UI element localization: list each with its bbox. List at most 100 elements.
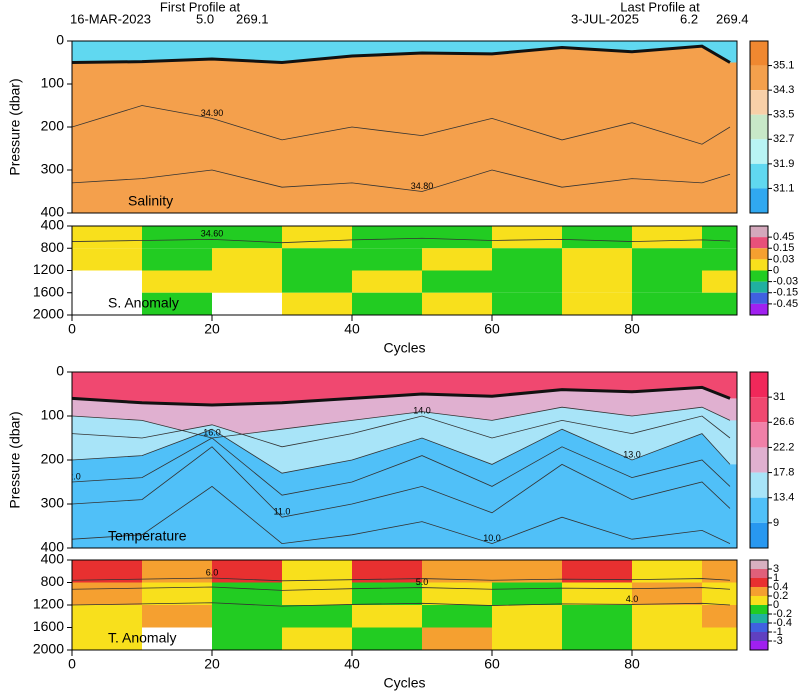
x-axis-label: Cycles bbox=[383, 340, 425, 356]
colorbar-segment bbox=[750, 188, 768, 213]
anomaly-cell bbox=[562, 627, 632, 650]
anomaly-cell bbox=[282, 605, 352, 628]
colorbar-segment bbox=[750, 632, 768, 641]
y-tick-label: 800 bbox=[41, 573, 65, 589]
anomaly-cell bbox=[142, 270, 212, 293]
anomaly-cell bbox=[212, 226, 282, 249]
anomaly-cell bbox=[702, 582, 737, 605]
y-tick-label: 200 bbox=[41, 118, 65, 134]
anomaly-cell bbox=[632, 582, 702, 605]
colorbar-label: 1 bbox=[773, 572, 779, 584]
plot-area: 34.90 34.80 bbox=[72, 41, 737, 213]
colorbar-segment bbox=[750, 560, 768, 569]
colorbar-segment bbox=[750, 623, 768, 632]
anomaly-cell bbox=[562, 560, 632, 583]
anomaly-cell bbox=[632, 627, 702, 650]
anomaly-cell bbox=[632, 248, 702, 271]
anomaly-cell bbox=[142, 248, 212, 271]
anomaly-cell bbox=[422, 248, 492, 271]
anomaly-cell bbox=[562, 582, 632, 605]
last-lon: 269.4 bbox=[716, 11, 749, 26]
anomaly-cell bbox=[562, 270, 632, 293]
first-date: 16-MAR-2023 bbox=[70, 11, 151, 26]
anomaly-cell bbox=[72, 605, 142, 628]
anomaly-cell bbox=[142, 560, 212, 583]
contour-fill bbox=[72, 486, 737, 548]
anomaly-cell bbox=[422, 270, 492, 293]
plot-area: 6.0 5.0 4.0 bbox=[72, 560, 737, 650]
colorbar-label: 31.9 bbox=[773, 158, 794, 170]
y-tick-label: 1200 bbox=[33, 261, 64, 277]
x-tick-label: 60 bbox=[484, 321, 500, 337]
y-tick-label: 2000 bbox=[33, 306, 64, 322]
contour-line bbox=[72, 485, 731, 545]
colorbar-label: -0.45 bbox=[773, 298, 798, 310]
y-tick-label: 1600 bbox=[33, 618, 64, 634]
colorbar-segment bbox=[750, 641, 768, 650]
anomaly-cell bbox=[422, 627, 492, 650]
anomaly-cell bbox=[72, 560, 142, 583]
anomaly-cell bbox=[282, 560, 352, 583]
contour-fill bbox=[72, 170, 737, 213]
contour-line bbox=[72, 237, 731, 244]
x-tick-label: 20 bbox=[204, 321, 220, 337]
panel-label: Temperature bbox=[108, 528, 187, 544]
colorbar-segment bbox=[750, 422, 768, 448]
anomaly-cell bbox=[282, 248, 352, 271]
colorbar-segment bbox=[750, 587, 768, 596]
contour-label: 10.0 bbox=[483, 533, 501, 543]
contour-label: 16.0 bbox=[203, 427, 221, 437]
x-tick-label: 20 bbox=[204, 656, 220, 672]
colorbar-segment bbox=[750, 163, 768, 189]
colorbar-label: 33.5 bbox=[773, 109, 794, 121]
anomaly-cell bbox=[492, 605, 562, 628]
contour-line bbox=[72, 105, 731, 145]
anomaly-cell bbox=[562, 605, 632, 628]
anomaly-cell bbox=[352, 627, 422, 650]
colorbar-label: -0.15 bbox=[773, 287, 798, 299]
colorbar-label: 0 bbox=[773, 264, 779, 276]
anomaly-cell bbox=[492, 292, 562, 315]
colorbar-segment bbox=[750, 522, 768, 548]
y-tick-label: 800 bbox=[41, 239, 65, 255]
anomaly-cell bbox=[702, 560, 737, 583]
last-date: 3-JUL-2025 bbox=[571, 11, 639, 26]
anomaly-cell bbox=[562, 248, 632, 271]
anomaly-cell bbox=[702, 270, 737, 293]
anomaly-cell bbox=[352, 248, 422, 271]
anomaly-cell bbox=[212, 248, 282, 271]
colorbar-label: 32.7 bbox=[773, 133, 794, 145]
colorbar-segment bbox=[750, 41, 768, 66]
colorbar-label: 0.15 bbox=[773, 242, 794, 254]
anomaly-cell bbox=[492, 248, 562, 271]
anomaly-cell bbox=[632, 560, 702, 583]
anomaly-cell bbox=[492, 226, 562, 249]
colorbar-label: 17.8 bbox=[773, 466, 794, 478]
colorbar-frame bbox=[749, 371, 769, 549]
anomaly-cell bbox=[352, 605, 422, 628]
colorbar-segment bbox=[750, 248, 768, 260]
colorbar-label: 0.45 bbox=[773, 231, 794, 243]
anomaly-cell bbox=[422, 605, 492, 628]
contour-line bbox=[72, 406, 731, 439]
x-tick-label: 0 bbox=[68, 321, 76, 337]
anomaly-cell bbox=[352, 582, 422, 605]
anomaly-cell bbox=[492, 560, 562, 583]
colorbar-segment bbox=[750, 259, 768, 271]
y-tick-label: 400 bbox=[41, 217, 65, 233]
anomaly-cell bbox=[702, 248, 737, 271]
contour-label: 6.0 bbox=[206, 567, 219, 577]
anomaly-cell bbox=[212, 560, 282, 583]
y-tick-label: 1200 bbox=[33, 596, 64, 612]
contour-line bbox=[72, 437, 731, 496]
y-tick-label: 100 bbox=[41, 407, 65, 423]
colorbar-label: 34.3 bbox=[773, 84, 794, 96]
anomaly-cell bbox=[282, 292, 352, 315]
y-tick-label: 100 bbox=[41, 75, 65, 91]
contour-label: 5.0 bbox=[416, 577, 429, 587]
anomaly-cell bbox=[492, 627, 562, 650]
colorbar-segment bbox=[750, 472, 768, 498]
y-axis-label: Pressure (dbar) bbox=[7, 78, 23, 175]
panel-label: T. Anomaly bbox=[108, 630, 176, 646]
